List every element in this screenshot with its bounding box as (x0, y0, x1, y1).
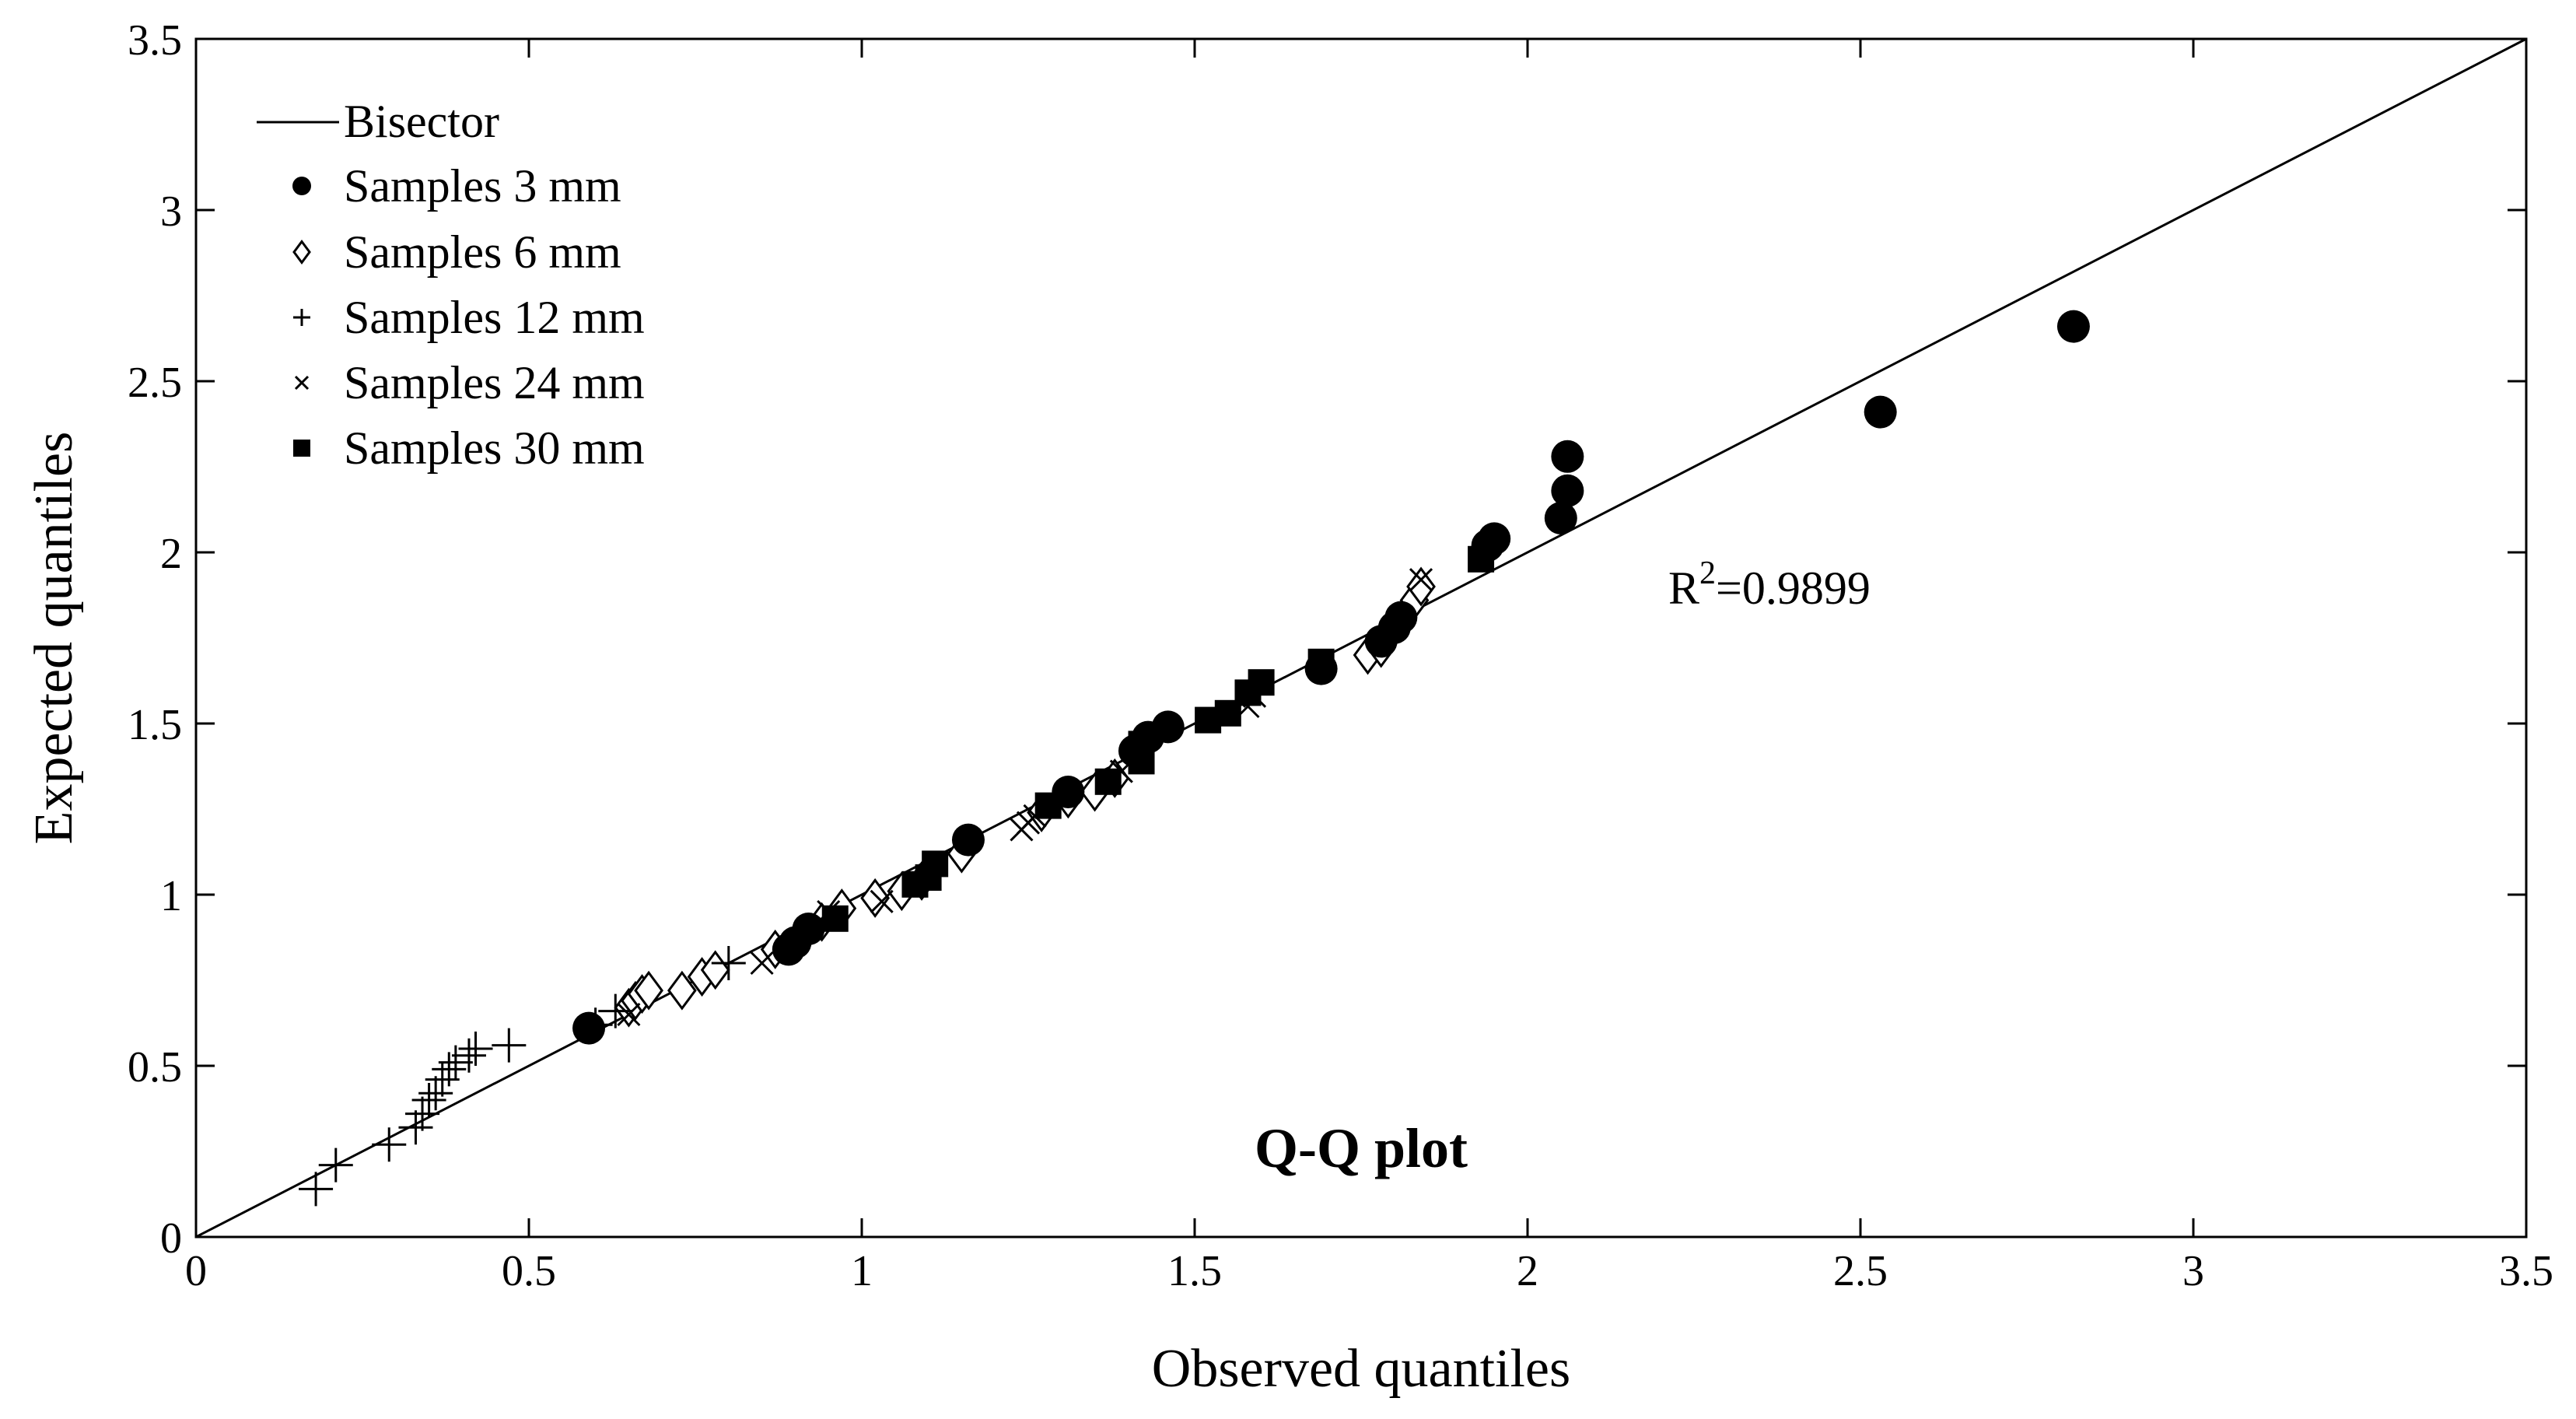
data-point-filled-circle (792, 913, 825, 945)
y-tick-label: 0 (160, 1214, 182, 1263)
legend-marker-open-diamond (292, 239, 311, 265)
y-tick-label: 3.5 (128, 16, 182, 65)
legend-marker-filled-square (293, 440, 310, 457)
legend-label-series-2: Samples 12 mm (344, 292, 645, 343)
legend-label-bisector: Bisector (344, 96, 499, 147)
data-point-filled-square (1094, 768, 1122, 795)
data-point-plus (398, 1110, 433, 1145)
y-tick-label: 1 (160, 872, 182, 920)
data-point-plus (598, 993, 633, 1028)
data-point-plus (318, 1147, 353, 1182)
data-point-open-diamond (860, 878, 890, 918)
y-axis-title: Expected quantiles (24, 432, 84, 845)
r-squared-annotation: R2=0.9899 (1668, 555, 1871, 614)
data-point-x-cross (617, 1002, 641, 1027)
legend-markers (292, 177, 311, 457)
data-point-filled-circle (1478, 522, 1511, 555)
data-point-x-cross (750, 951, 774, 976)
data-point-filled-square (1248, 669, 1275, 696)
legend-label-series-0: Samples 3 mm (344, 160, 621, 212)
plot-title: Q-Q plot (1255, 1117, 1468, 1179)
bisector-line (195, 37, 2527, 1239)
plot-frame (194, 37, 2528, 1239)
x-tick-label: 3.5 (2499, 1247, 2553, 1295)
data-point-filled-circle (2056, 310, 2090, 343)
data-point-plus (299, 1172, 334, 1207)
data-point-open-diamond (667, 970, 697, 1011)
data-points (299, 310, 2090, 1207)
legend-label-series-4: Samples 30 mm (344, 422, 645, 474)
x-tick-label: 1 (851, 1247, 873, 1295)
data-point-plus (432, 1052, 467, 1087)
legend-label-series-3: Samples 24 mm (344, 357, 645, 408)
x-axis-title: Observed quantiles (1152, 1339, 1570, 1399)
y-tick-label: 2 (160, 530, 182, 578)
y-tick-label: 3 (160, 187, 182, 236)
x-tick-label: 3 (2182, 1247, 2204, 1295)
data-point-open-diamond (1406, 566, 1436, 607)
legend-label-series-1: Samples 6 mm (344, 226, 621, 278)
r-squared-prefix: R (1668, 562, 1699, 614)
data-point-plus (492, 1028, 527, 1063)
r-squared-value: =0.9899 (1716, 562, 1871, 614)
x-tick-label: 2.5 (1833, 1247, 1888, 1295)
r-squared-superscript: 2 (1699, 555, 1716, 591)
x-tick-label: 2 (1517, 1247, 1538, 1295)
x-tick-label: 0.5 (502, 1247, 556, 1295)
x-tick-label: 0 (185, 1247, 207, 1295)
bisector-layer (195, 37, 2527, 1239)
y-tick-label: 2.5 (128, 359, 182, 407)
data-point-filled-circle (1544, 502, 1577, 534)
legend-marker-x-cross (294, 375, 310, 391)
data-point-filled-circle (1052, 776, 1085, 808)
data-point-filled-circle (1384, 601, 1418, 634)
axis-ticks: 0 0.5 1 1.5 2 2.5 3 3.5 0 0.5 1 1.5 2 2.5 3 3.5 (128, 16, 2553, 1295)
data-point-filled-square (821, 905, 849, 932)
legend-marker-filled-circle (292, 177, 311, 195)
data-point-filled-circle (1304, 652, 1338, 685)
legend: Bisector Samples 3 mm Samples 6 mm Sampl… (257, 96, 645, 474)
data-point-plus (458, 1032, 493, 1066)
x-tick-label: 1.5 (1167, 1247, 1222, 1295)
data-point-plus (711, 946, 746, 980)
data-point-plus (418, 1076, 453, 1111)
data-point-plus (451, 1038, 486, 1073)
data-point-plus (411, 1083, 446, 1117)
data-point-filled-circle (1551, 440, 1584, 473)
legend-marker-plus (293, 309, 310, 326)
data-point-x-cross (870, 889, 894, 913)
data-point-plus (372, 1127, 407, 1162)
data-point-filled-circle (1151, 710, 1185, 744)
data-point-plus (405, 1096, 440, 1131)
data-point-open-diamond (634, 970, 663, 1011)
data-point-filled-square (922, 850, 949, 878)
y-tick-label: 0.5 (128, 1043, 182, 1091)
data-point-plus (425, 1062, 460, 1097)
data-point-filled-circle (1551, 474, 1584, 507)
y-tick-label: 1.5 (128, 701, 182, 749)
data-point-filled-circle (572, 1011, 606, 1045)
data-point-plus (438, 1045, 473, 1080)
data-point-x-cross (1409, 568, 1433, 592)
data-point-filled-circle (1864, 395, 1897, 429)
data-point-filled-circle (951, 823, 985, 857)
